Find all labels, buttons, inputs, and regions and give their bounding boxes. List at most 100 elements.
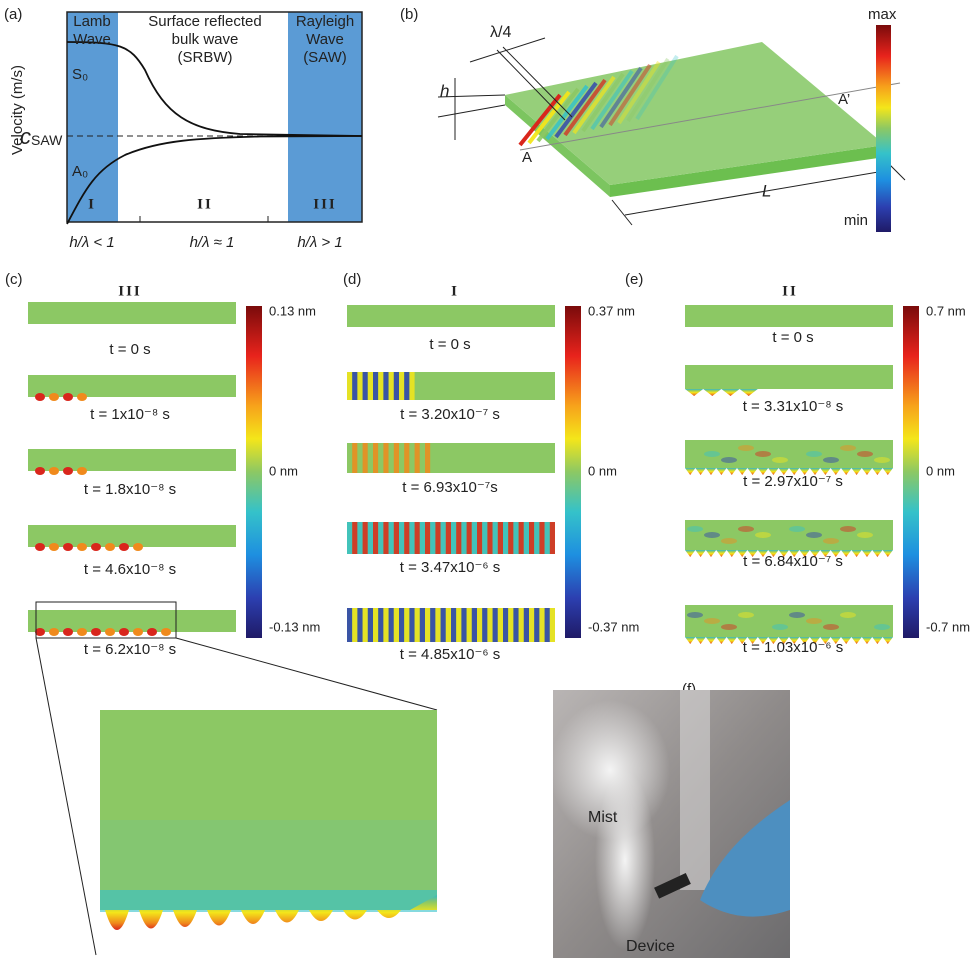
mottle [738, 526, 754, 532]
strip [685, 305, 893, 327]
lamb-wave [373, 522, 378, 554]
mottle [806, 451, 822, 457]
time-label: t = 3.31x10⁻⁸ s [743, 398, 844, 415]
lamb-wave [389, 372, 394, 400]
lamb-wave [493, 522, 498, 554]
lamb-wave [352, 372, 357, 400]
lamb-wave [404, 522, 409, 554]
panel-d: (d)I0.37 nm0 nm-0.37 nmt = 0 st = 3.20x1… [343, 271, 639, 663]
mottle [772, 624, 788, 630]
lamb-wave [415, 522, 420, 554]
mottle [704, 532, 720, 538]
time-label: t = 1x10⁻⁸ s [90, 406, 170, 423]
section-end-label: A’ [838, 91, 850, 108]
regime-numeral: III [118, 283, 142, 299]
bulk-wave [685, 389, 758, 396]
surface-wave [119, 628, 129, 636]
lamb-wave [451, 522, 456, 554]
lamb-wave [378, 522, 383, 554]
surface-wave [133, 543, 143, 551]
s0-label: S₀ [72, 66, 88, 83]
lamb-wave [467, 522, 472, 554]
condition: h/λ < 1 [69, 234, 114, 251]
surface-wave [105, 628, 115, 636]
colorbar-label: -0.13 nm [269, 619, 320, 634]
time-label: t = 2.97x10⁻⁷ s [743, 473, 843, 490]
lamb-wave [435, 608, 440, 642]
lamb-wave [435, 522, 440, 554]
lamb-wave [399, 372, 404, 400]
lamb-wave [451, 608, 456, 642]
lamb-wave [399, 522, 404, 554]
lamb-wave [519, 608, 524, 642]
lamb-wave [477, 608, 482, 642]
lamb-wave [482, 608, 487, 642]
strip [28, 375, 236, 397]
colorbar-label: 0 nm [269, 463, 298, 478]
panel-label: (a) [4, 6, 22, 23]
lamb-wave [363, 372, 368, 400]
lamb-wave [425, 443, 430, 473]
region-name: Surface reflected [148, 13, 261, 30]
lamb-wave [420, 443, 425, 473]
mottle [806, 618, 822, 624]
surface-wave [77, 543, 87, 551]
colorbar [903, 306, 919, 638]
mottle [857, 532, 873, 538]
colorbar-label: 0.13 nm [269, 303, 316, 318]
regime-numeral: III [313, 196, 337, 212]
lamb-wave [524, 522, 529, 554]
lamb-wave [409, 608, 414, 642]
lamb-wave [404, 608, 409, 642]
lamb-wave [404, 372, 409, 400]
colorbar [246, 306, 262, 638]
time-label: t = 4.6x10⁻⁸ s [84, 561, 176, 578]
lamb-wave [467, 608, 472, 642]
lamb-wave [373, 608, 378, 642]
lamb-wave [441, 608, 446, 642]
panel-label: (b) [400, 6, 418, 23]
lamb-wave [545, 522, 550, 554]
lamb-wave [503, 608, 508, 642]
lamb-wave [383, 608, 388, 642]
mottle [823, 457, 839, 463]
lamb-wave [352, 443, 357, 473]
lamb-wave [394, 443, 399, 473]
mottle [738, 612, 754, 618]
device-label: Device [626, 938, 675, 955]
mottle [755, 532, 771, 538]
surface-wave [63, 628, 73, 636]
time-label: t = 0 s [109, 341, 150, 358]
mist-plume [595, 770, 655, 950]
lamb-wave [482, 522, 487, 554]
a0-label: A₀ [72, 163, 88, 180]
surface-wave [63, 393, 73, 401]
lamb-wave [420, 522, 425, 554]
condition: h/λ ≈ 1 [190, 234, 235, 251]
lamb-wave [409, 372, 414, 400]
region-name: Wave [306, 31, 344, 48]
lamb-wave [389, 608, 394, 642]
lamb-wave [373, 443, 378, 473]
surface-wave [63, 543, 73, 551]
strip [28, 525, 236, 547]
lamb-wave [394, 372, 399, 400]
lamb-wave [461, 522, 466, 554]
time-label: t = 6.93x10⁻⁷s [402, 479, 498, 496]
colorbar-label: 0 nm [926, 463, 955, 478]
surface-wave [49, 543, 59, 551]
mottle [874, 457, 890, 463]
page: Acoustic wave figure {"panel_a": {"label… [0, 0, 971, 958]
time-series-panels: (c)III0.13 nm0 nm-0.13 nmt = 0 st = 1x10… [5, 271, 970, 663]
lamb-wave [363, 608, 368, 642]
lamb-wave [472, 608, 477, 642]
panel-e: (e)II0.7 nm0 nm-0.7 nmt = 0 st = 3.31x10… [625, 271, 970, 656]
lamb-wave [529, 608, 534, 642]
lamb-wave [389, 522, 394, 554]
zoom-lower [100, 890, 437, 912]
lamb-wave [383, 522, 388, 554]
lamb-wave [404, 443, 409, 473]
c-symbol: c [20, 124, 31, 149]
surface-wave [161, 628, 171, 636]
surface-wave [49, 393, 59, 401]
